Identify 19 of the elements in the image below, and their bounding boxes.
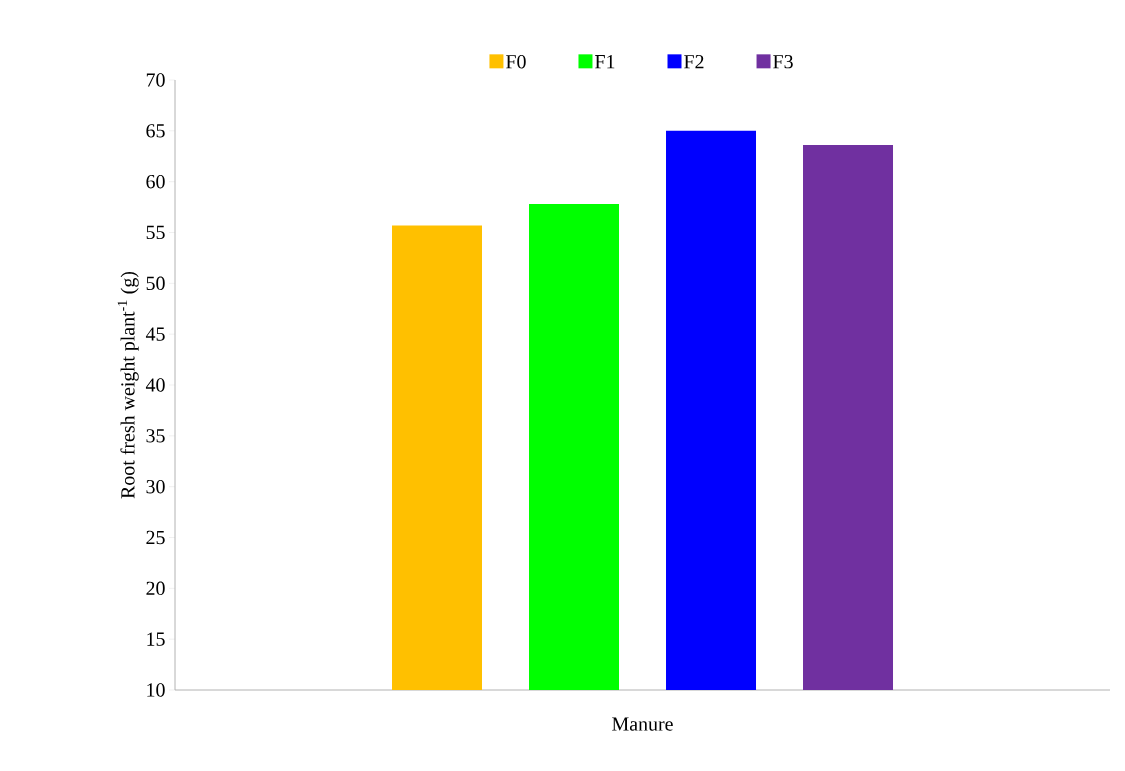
y-tick-label: 25 — [146, 530, 165, 545]
y-tick-label: 35 — [146, 429, 165, 443]
y-tick-label: 65 — [146, 124, 165, 138]
y-tick-label: 30 — [146, 479, 165, 494]
y-axis-title: Root fresh weight plant$^{-1}$ (g) — [117, 271, 139, 499]
y-tick-label: 50 — [146, 276, 165, 291]
y-tick-label: 55 — [146, 225, 165, 240]
x-tick-label: Manure — [612, 717, 673, 731]
legend-label: F2 — [684, 55, 704, 69]
y-tick-label: 20 — [146, 581, 165, 596]
y-tick-label: 45 — [145, 327, 165, 341]
y-tick-label: 15 — [147, 632, 165, 646]
legend-label: F0 — [506, 54, 526, 69]
legend-label: F1 — [595, 55, 615, 69]
y-tick-label: 60 — [146, 174, 165, 189]
y-tick-label: 40 — [145, 378, 165, 392]
y-tick-label: 10 — [147, 683, 165, 697]
legend-label: F3 — [773, 55, 793, 69]
y-tick-label: 70 — [146, 73, 165, 87]
